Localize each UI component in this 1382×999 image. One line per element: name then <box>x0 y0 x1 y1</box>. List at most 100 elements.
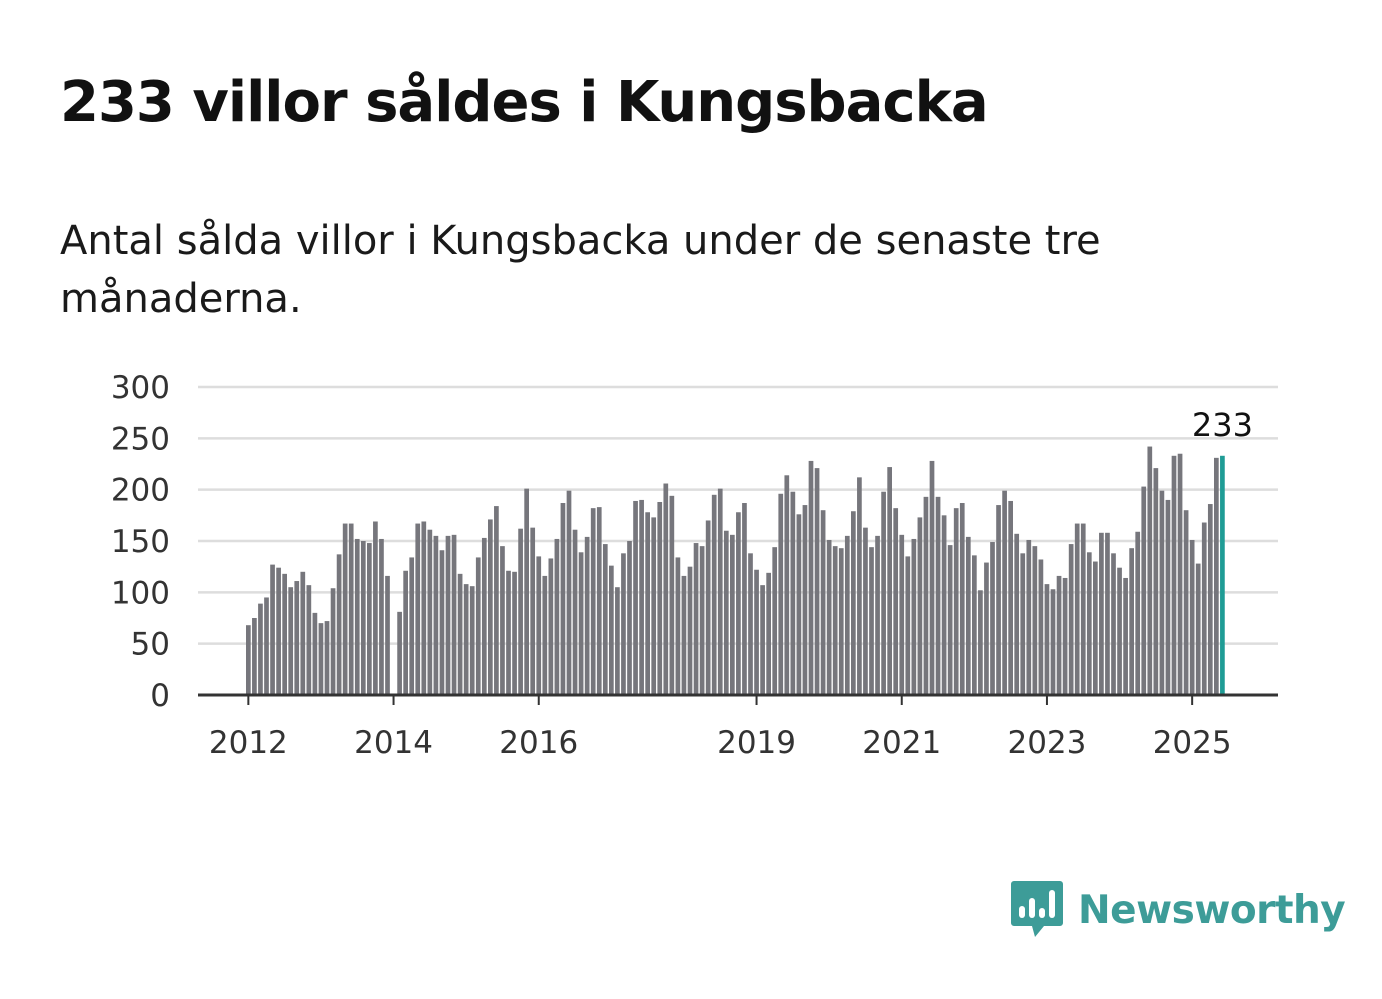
bar <box>996 505 1001 695</box>
bar <box>421 521 427 695</box>
bar <box>270 564 275 695</box>
bar <box>536 556 542 695</box>
bar <box>869 547 874 695</box>
bar <box>1074 523 1080 695</box>
bar <box>899 534 905 695</box>
bar <box>1207 504 1213 695</box>
bar <box>264 597 269 695</box>
bar <box>1044 584 1050 695</box>
bar <box>917 517 923 695</box>
bar <box>524 488 529 695</box>
bar <box>887 467 892 695</box>
brand-name: Newsworthy <box>1078 887 1346 933</box>
bar <box>941 515 947 695</box>
bar <box>1038 559 1044 695</box>
bar <box>566 490 572 695</box>
bar <box>723 530 729 695</box>
bar <box>1080 523 1086 695</box>
bar <box>276 567 281 695</box>
bar <box>1008 500 1013 695</box>
bar <box>1105 532 1110 695</box>
y-tick-label: 200 <box>111 473 170 509</box>
bar <box>1183 510 1189 695</box>
bar <box>772 547 778 695</box>
bar <box>457 573 463 695</box>
bar <box>875 535 880 695</box>
x-tick-label: 2016 <box>499 725 578 761</box>
bar <box>965 536 971 695</box>
latest-value-label: 233 <box>1192 406 1253 444</box>
bar <box>475 557 481 695</box>
bar <box>838 548 844 695</box>
bar <box>881 491 886 695</box>
bar <box>1002 490 1007 695</box>
bar <box>905 556 911 695</box>
bar <box>330 588 336 695</box>
bar <box>336 554 342 695</box>
bar <box>693 543 699 695</box>
bar <box>494 506 499 695</box>
bar <box>1099 532 1104 695</box>
y-tick-label: 150 <box>111 524 170 560</box>
bar <box>306 585 312 695</box>
bar <box>469 586 475 695</box>
bar <box>1153 468 1159 695</box>
bar <box>252 618 257 695</box>
bar <box>560 503 566 695</box>
bar <box>790 491 796 695</box>
bar <box>451 534 457 695</box>
x-tick-label: 2019 <box>717 725 796 761</box>
bar <box>1111 553 1116 695</box>
bar <box>796 514 802 695</box>
bar <box>282 573 287 695</box>
bar <box>602 544 608 695</box>
bar <box>1056 575 1062 695</box>
newsworthy-logo[interactable]: Newsworthy <box>1010 878 1346 942</box>
bar <box>415 523 421 695</box>
bar <box>802 505 808 695</box>
bar <box>766 572 771 695</box>
bar <box>748 553 753 695</box>
bar <box>1201 522 1207 695</box>
bar <box>857 477 862 695</box>
bar <box>445 535 451 695</box>
x-axis <box>198 693 1278 705</box>
bar <box>1135 531 1141 695</box>
bar <box>893 508 899 695</box>
bar <box>705 520 711 695</box>
y-axis-labels: 0 50 100 150 200 250 300 <box>111 370 170 714</box>
bar <box>427 529 433 695</box>
bar <box>1165 499 1171 695</box>
bar <box>923 496 929 695</box>
bar <box>1026 539 1032 695</box>
bar <box>959 503 965 695</box>
bar <box>808 460 814 695</box>
bar <box>826 539 832 695</box>
bar <box>669 495 675 695</box>
bar <box>409 557 415 695</box>
bar <box>784 475 790 695</box>
x-tick-label: 2014 <box>354 725 433 761</box>
x-tick-label: 2021 <box>862 725 941 761</box>
bar <box>1141 486 1147 695</box>
bar <box>1020 553 1026 695</box>
bar <box>657 501 663 695</box>
bar <box>1123 577 1128 695</box>
bar <box>578 552 584 695</box>
bar <box>488 519 493 695</box>
bar <box>554 538 560 695</box>
bar <box>730 534 735 695</box>
y-tick-label: 100 <box>111 575 170 611</box>
bar <box>742 503 747 695</box>
bar <box>711 494 717 695</box>
bar <box>397 611 402 695</box>
bar <box>512 571 517 695</box>
bar <box>1050 589 1056 695</box>
bar <box>385 575 390 695</box>
bar <box>1062 577 1068 695</box>
bar <box>312 612 318 695</box>
chart-title: 233 villor såldes i Kungsbacka <box>60 70 989 135</box>
chart-subtitle: Antal sålda villor i Kungsbacka under de… <box>60 218 1101 322</box>
bar <box>687 566 693 695</box>
